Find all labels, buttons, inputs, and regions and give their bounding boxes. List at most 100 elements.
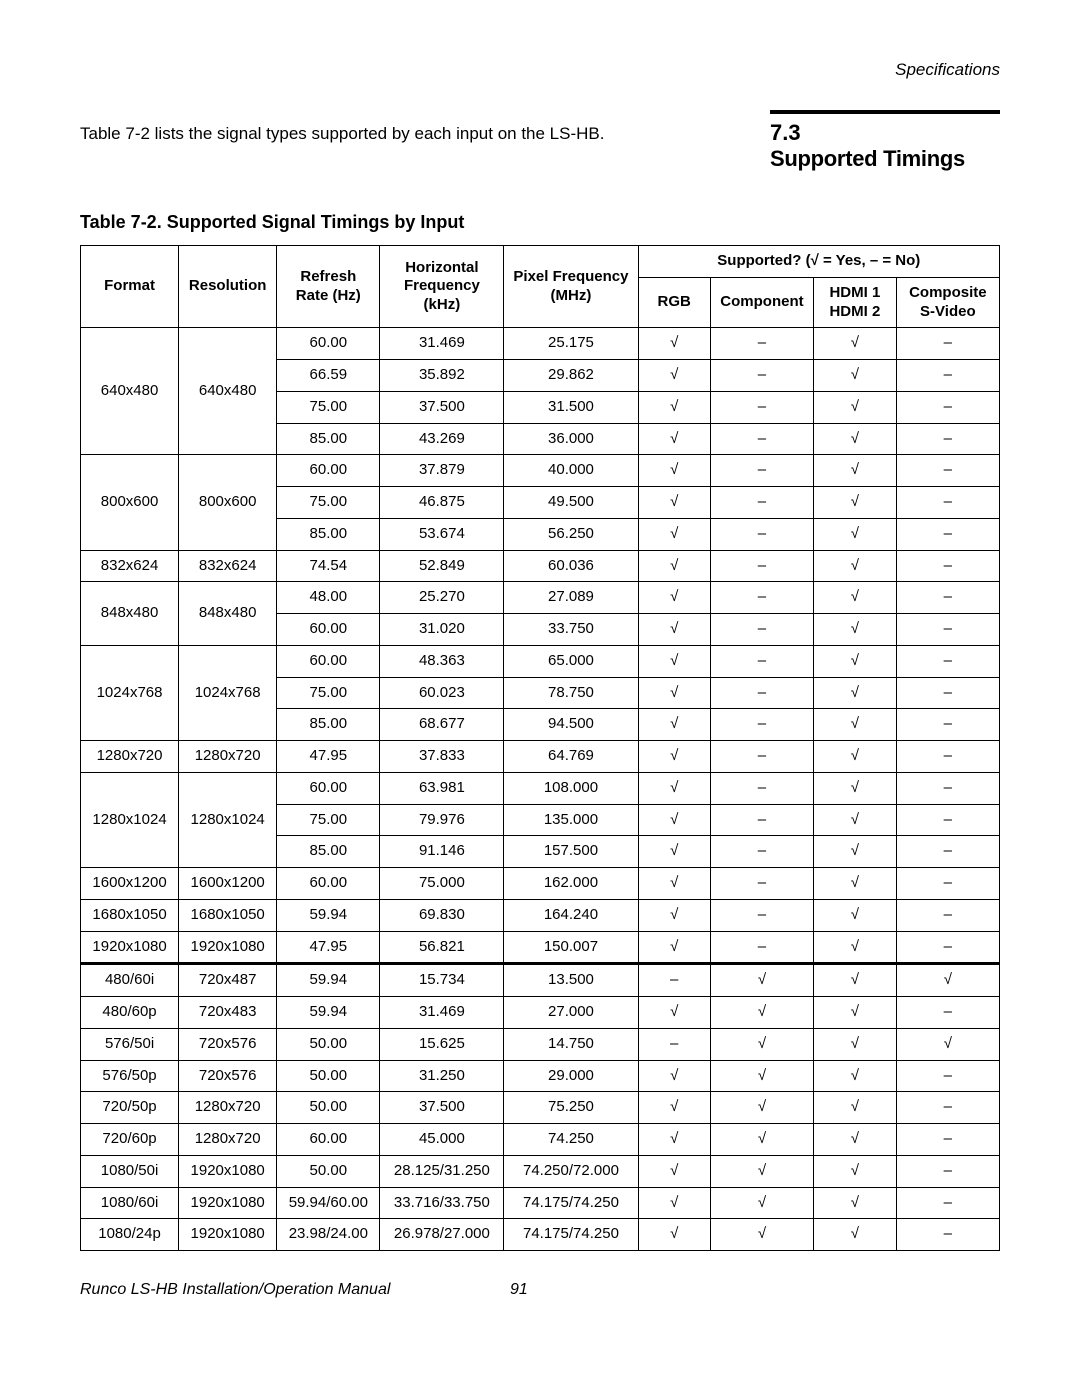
cell-refresh: 75.00 xyxy=(277,804,380,836)
cell-refresh: 59.94 xyxy=(277,899,380,931)
cell-pixel: 164.240 xyxy=(504,899,638,931)
cell-pixel: 94.500 xyxy=(504,709,638,741)
cell-horizontal: 25.270 xyxy=(380,582,504,614)
col-format: Format xyxy=(81,246,179,328)
cell-horizontal: 15.734 xyxy=(380,964,504,997)
cell-refresh: 50.00 xyxy=(277,1155,380,1187)
table-body: 640x480640x48060.0031.46925.175√–√–66.59… xyxy=(81,328,1000,1251)
table-row: 480/60i720x48759.9415.73413.500–√√√ xyxy=(81,964,1000,997)
cell-component: – xyxy=(710,391,813,423)
cell-hdmi: √ xyxy=(814,550,897,582)
cell-hdmi: √ xyxy=(814,677,897,709)
col-component: Component xyxy=(710,277,813,328)
cell-refresh: 50.00 xyxy=(277,1060,380,1092)
cell-rgb: √ xyxy=(638,772,710,804)
cell-refresh: 85.00 xyxy=(277,518,380,550)
cell-component: – xyxy=(710,614,813,646)
cell-refresh: 50.00 xyxy=(277,1092,380,1124)
cell-composite: – xyxy=(896,1219,999,1251)
cell-refresh: 75.00 xyxy=(277,487,380,519)
cell-composite: – xyxy=(896,931,999,964)
cell-pixel: 31.500 xyxy=(504,391,638,423)
cell-rgb: √ xyxy=(638,804,710,836)
cell-hdmi: √ xyxy=(814,1092,897,1124)
cell-composite: – xyxy=(896,772,999,804)
table-row: 800x600800x60060.0037.87940.000√–√– xyxy=(81,455,1000,487)
cell-rgb: √ xyxy=(638,997,710,1029)
cell-component: – xyxy=(710,836,813,868)
cell-hdmi: √ xyxy=(814,899,897,931)
cell-composite: – xyxy=(896,328,999,360)
cell-composite: – xyxy=(896,582,999,614)
cell-format: 480/60i xyxy=(81,964,179,997)
cell-format: 1024x768 xyxy=(81,645,179,740)
cell-component: – xyxy=(710,868,813,900)
cell-composite: – xyxy=(896,899,999,931)
cell-format: 1280x1024 xyxy=(81,772,179,867)
cell-composite: – xyxy=(896,836,999,868)
col-composite: Composite S-Video xyxy=(896,277,999,328)
cell-composite: – xyxy=(896,645,999,677)
table-caption: Table 7-2. Supported Signal Timings by I… xyxy=(80,212,1000,233)
cell-rgb: √ xyxy=(638,360,710,392)
cell-refresh: 74.54 xyxy=(277,550,380,582)
cell-composite: – xyxy=(896,709,999,741)
timings-table: Format Resolution Refresh Rate (Hz) Hori… xyxy=(80,245,1000,1251)
cell-rgb: √ xyxy=(638,1060,710,1092)
cell-hdmi: √ xyxy=(814,582,897,614)
table-row: 832x624832x62474.5452.84960.036√–√– xyxy=(81,550,1000,582)
cell-pixel: 27.000 xyxy=(504,997,638,1029)
cell-format: 1080/50i xyxy=(81,1155,179,1187)
cell-hdmi: √ xyxy=(814,709,897,741)
cell-horizontal: 31.469 xyxy=(380,328,504,360)
col-rgb: RGB xyxy=(638,277,710,328)
cell-hdmi: √ xyxy=(814,1028,897,1060)
page: Specifications Table 7-2 lists the signa… xyxy=(0,0,1080,1397)
cell-pixel: 74.175/74.250 xyxy=(504,1187,638,1219)
cell-pixel: 40.000 xyxy=(504,455,638,487)
cell-component: – xyxy=(710,518,813,550)
cell-hdmi: √ xyxy=(814,1187,897,1219)
cell-composite: √ xyxy=(896,1028,999,1060)
cell-refresh: 60.00 xyxy=(277,868,380,900)
col-horizontal: Horizontal Frequency (kHz) xyxy=(380,246,504,328)
cell-horizontal: 33.716/33.750 xyxy=(380,1187,504,1219)
cell-format: 480/60p xyxy=(81,997,179,1029)
cell-resolution: 1280x720 xyxy=(179,1092,277,1124)
cell-hdmi: √ xyxy=(814,836,897,868)
intro-text: Table 7-2 lists the signal types support… xyxy=(80,110,750,144)
cell-pixel: 65.000 xyxy=(504,645,638,677)
cell-resolution: 1024x768 xyxy=(179,645,277,740)
cell-format: 1600x1200 xyxy=(81,868,179,900)
cell-component: – xyxy=(710,328,813,360)
cell-horizontal: 56.821 xyxy=(380,931,504,964)
cell-resolution: 720x576 xyxy=(179,1060,277,1092)
cell-hdmi: √ xyxy=(814,804,897,836)
cell-component: √ xyxy=(710,1028,813,1060)
table-row: 1024x7681024x76860.0048.36365.000√–√– xyxy=(81,645,1000,677)
cell-component: – xyxy=(710,645,813,677)
cell-format: 800x600 xyxy=(81,455,179,550)
cell-format: 640x480 xyxy=(81,328,179,455)
cell-horizontal: 37.833 xyxy=(380,741,504,773)
cell-horizontal: 45.000 xyxy=(380,1124,504,1156)
cell-component: √ xyxy=(710,1155,813,1187)
cell-pixel: 25.175 xyxy=(504,328,638,360)
cell-rgb: – xyxy=(638,1028,710,1060)
cell-component: √ xyxy=(710,1187,813,1219)
cell-horizontal: 53.674 xyxy=(380,518,504,550)
cell-refresh: 85.00 xyxy=(277,709,380,741)
cell-composite: – xyxy=(896,1092,999,1124)
cell-component: – xyxy=(710,899,813,931)
cell-component: √ xyxy=(710,1124,813,1156)
cell-hdmi: √ xyxy=(814,455,897,487)
cell-rgb: √ xyxy=(638,487,710,519)
table-row: 1080/24p1920x108023.98/24.0026.978/27.00… xyxy=(81,1219,1000,1251)
cell-composite: – xyxy=(896,487,999,519)
cell-hdmi: √ xyxy=(814,391,897,423)
cell-horizontal: 31.020 xyxy=(380,614,504,646)
section-rule xyxy=(770,110,1000,114)
cell-component: √ xyxy=(710,1092,813,1124)
cell-pixel: 36.000 xyxy=(504,423,638,455)
cell-composite: – xyxy=(896,1124,999,1156)
